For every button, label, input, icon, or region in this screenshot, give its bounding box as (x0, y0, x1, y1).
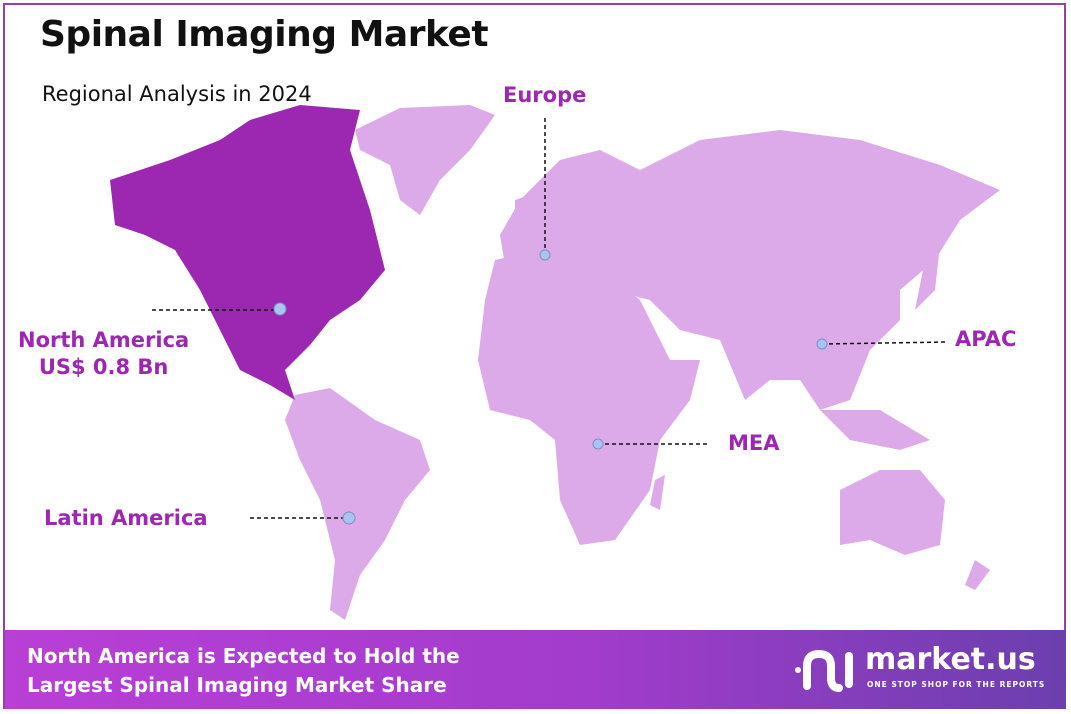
uk (515, 195, 535, 232)
footer-line-2: Largest Spinal Imaging Market Share (27, 673, 447, 697)
label-apac: APAC (955, 327, 1017, 351)
europe-asia (500, 130, 1000, 410)
australia (840, 470, 945, 555)
south-america (285, 388, 430, 620)
marker-mea (592, 438, 604, 450)
market-us-logo: market.us ONE STOP SHOP FOR THE REPORTS (795, 642, 1044, 698)
world-map (110, 105, 1000, 620)
footer-text: North America is Expected to Hold the La… (27, 642, 460, 700)
madagascar (650, 475, 665, 510)
label-europe: Europe (503, 83, 587, 107)
new-zealand (965, 560, 990, 590)
greenland (355, 105, 495, 215)
logo-name: market.us (865, 642, 1036, 677)
region-name: North America (18, 328, 190, 352)
logo-tagline: ONE STOP SHOP FOR THE REPORTS (867, 680, 1046, 689)
footer-banner: North America is Expected to Hold the La… (5, 630, 1066, 709)
southeast-asia (820, 410, 930, 450)
footer-line-1: North America is Expected to Hold the (27, 644, 460, 668)
label-latin-america: Latin America (44, 506, 208, 530)
page-title: Spinal Imaging Market (40, 14, 489, 55)
region-value: US$ 0.8 Bn (38, 355, 169, 379)
logo-mark-icon (795, 649, 853, 692)
label-mea: MEA (728, 431, 780, 455)
marker-apac (816, 338, 828, 350)
marker-north-america (273, 302, 287, 316)
marker-europe (539, 249, 551, 261)
africa (478, 250, 700, 545)
north-america (110, 105, 385, 400)
page-subtitle: Regional Analysis in 2024 (42, 82, 312, 106)
label-north-america: North America US$ 0.8 Bn (18, 327, 189, 381)
japan (915, 245, 940, 310)
marker-latin-america (342, 511, 356, 525)
